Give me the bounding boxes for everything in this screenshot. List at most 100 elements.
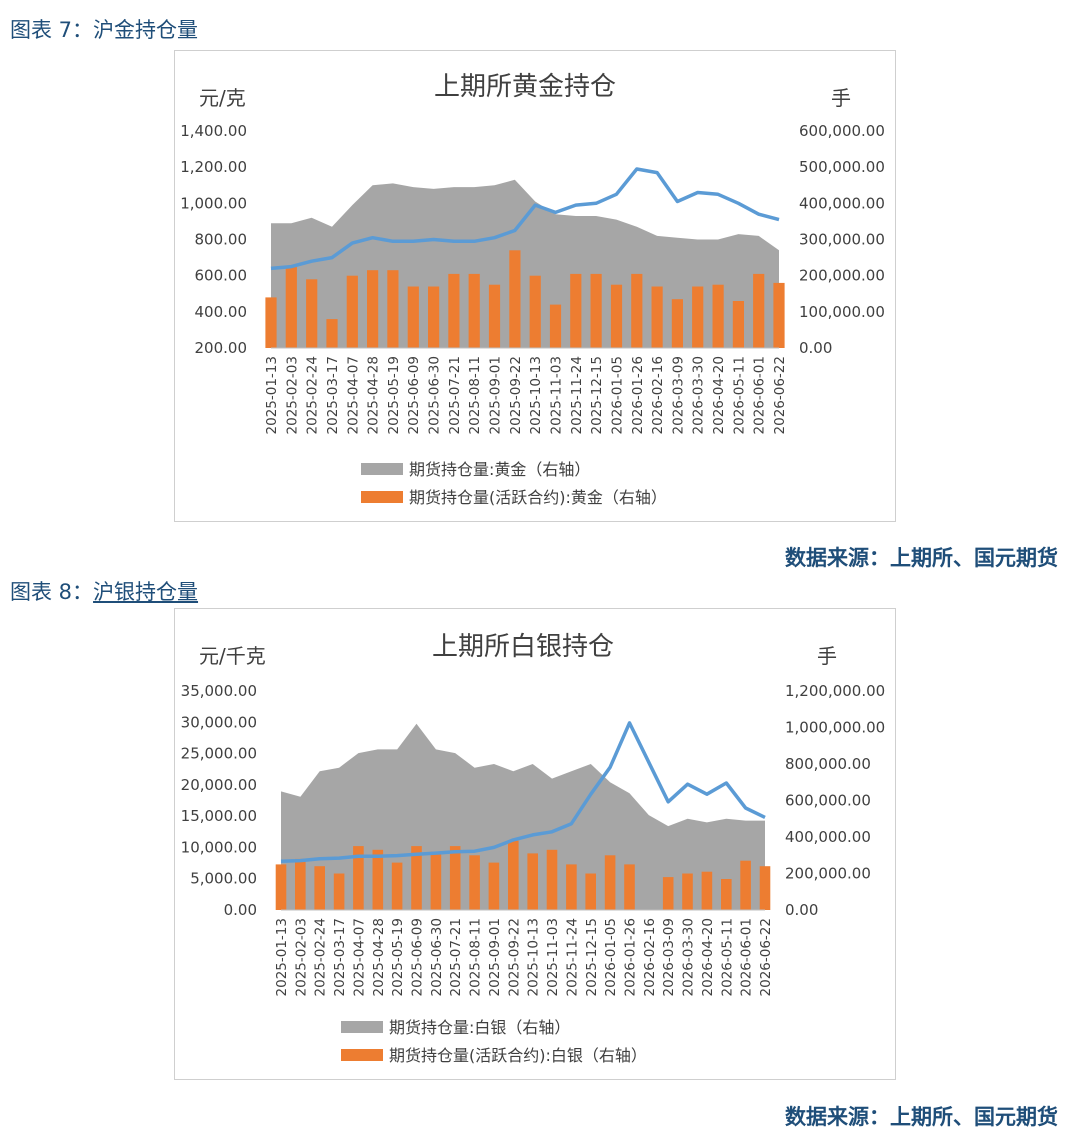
active-contract-bar	[333, 873, 345, 910]
active-contract-bar	[488, 284, 501, 348]
x-tick-label: 2025-09-01	[488, 356, 504, 434]
x-tick-label: 2025-05-19	[390, 918, 406, 996]
left-tick-label: 30,000.00	[181, 713, 257, 731]
legend-label-bars: 期货持仓量(活跃合约):白银（右轴）	[389, 1046, 647, 1065]
right-tick-label: 0.00	[799, 339, 832, 357]
active-contract-bar	[631, 273, 643, 348]
right-tick-label: 200,000.00	[785, 865, 871, 883]
active-contract-bar	[468, 273, 480, 348]
x-tick-label: 2025-09-01	[487, 918, 503, 996]
active-contract-bar	[353, 846, 364, 910]
active-contract-bar	[773, 282, 785, 348]
x-tick-label: 2026-05-11	[719, 918, 735, 996]
x-tick-label: 2025-02-24	[305, 356, 321, 434]
active-contract-bar	[509, 250, 521, 348]
figure-8-title-text: 沪银持仓量	[93, 580, 199, 604]
x-tick-label: 2025-06-30	[427, 356, 443, 434]
active-contract-bar	[546, 849, 558, 910]
x-tick-label: 2025-11-24	[564, 918, 580, 996]
active-contract-bar	[306, 279, 318, 348]
legend-label-area: 期货持仓量:白银（右轴）	[389, 1018, 570, 1037]
silver-open-interest-chart: 上期所白银持仓 元/千克 手 35,000.00 30,000.00 25,000.00 2…	[181, 632, 886, 1065]
right-tick-label: 1,200,000.00	[785, 682, 885, 700]
x-tick-label: 2025-06-09	[406, 356, 422, 434]
x-tick-label: 2025-02-03	[293, 918, 309, 996]
x-tick-label: 2026-06-01	[739, 918, 755, 996]
right-tick-label: 100,000.00	[799, 303, 885, 321]
left-tick-label: 1,200.00	[180, 158, 247, 176]
active-contract-bar	[508, 840, 519, 910]
x-tick-label: 2026-03-30	[691, 356, 707, 434]
gold-chart-panel: 上期所黄金持仓 元/克 手 1,400.00 1,200.00 1,000.00 800.0…	[174, 50, 896, 522]
x-tick-label: 2025-11-03	[545, 918, 561, 996]
figure-8-source: 数据来源：上期所、国元期货	[785, 1105, 1058, 1129]
left-tick-label: 35,000.00	[181, 682, 257, 700]
active-contract-bar	[759, 866, 771, 910]
x-tick-label: 2025-03-17	[325, 356, 341, 434]
x-tick-label: 2025-03-17	[332, 918, 348, 996]
x-tick-label: 2025-11-24	[569, 356, 585, 434]
active-contract-bar	[585, 873, 596, 910]
left-tick-label: 1,400.00	[180, 122, 247, 140]
x-tick-label: 2025-12-15	[589, 356, 605, 434]
right-tick-label: 800,000.00	[785, 755, 871, 773]
right-tick-label: 400,000.00	[785, 828, 871, 846]
legend-label-bars: 期货持仓量(活跃合约):黄金（右轴）	[409, 488, 667, 507]
right-tick-label: 500,000.00	[799, 158, 885, 176]
active-contract-bar	[411, 846, 422, 910]
active-contract-bar	[549, 304, 562, 348]
active-contract-bar	[275, 864, 287, 910]
active-contract-bar	[529, 275, 541, 348]
left-axis-unit: 元/千克	[199, 644, 266, 668]
active-contract-bar	[701, 871, 713, 910]
left-tick-label: 5,000.00	[190, 870, 257, 888]
right-tick-label: 200,000.00	[799, 267, 885, 285]
left-tick-label: 400.00	[195, 303, 248, 321]
active-contract-bar	[570, 273, 582, 348]
right-tick-label: 600,000.00	[785, 792, 871, 810]
active-contract-bar	[610, 284, 623, 348]
left-tick-label: 1,000.00	[180, 194, 247, 212]
x-tick-label: 2025-06-30	[429, 918, 445, 996]
x-tick-label: 2026-03-09	[661, 918, 677, 996]
x-tick-label: 2025-08-11	[468, 918, 484, 996]
active-contract-bar	[265, 297, 277, 348]
active-contract-bar	[314, 866, 325, 910]
active-contract-bar	[732, 301, 744, 348]
left-tick-label: 200.00	[195, 339, 248, 357]
right-axis-unit: 手	[831, 86, 851, 110]
figure-7-source: 数据来源：上期所、国元期货	[785, 546, 1058, 570]
x-tick-label: 2026-01-05	[603, 918, 619, 996]
legend-label-area: 期货持仓量:黄金（右轴）	[409, 460, 590, 479]
right-tick-label: 1,000,000.00	[785, 719, 885, 737]
legend-swatch-area	[341, 1021, 383, 1033]
active-contract-bar	[753, 273, 765, 348]
active-contract-bar	[407, 286, 419, 348]
active-contract-bar	[590, 273, 602, 348]
active-contract-bar	[671, 299, 683, 348]
figure-8-title: 图表 8：沪银持仓量	[10, 576, 198, 606]
left-tick-label: 25,000.00	[181, 745, 257, 763]
active-contract-bar	[326, 319, 338, 348]
active-contract-bar	[430, 851, 442, 910]
x-tick-label: 2026-01-26	[630, 356, 646, 434]
figure-7-title-prefix: 图表 7：	[10, 18, 94, 42]
active-contract-bar	[448, 273, 460, 348]
active-contract-bar	[566, 864, 577, 910]
right-axis-unit: 手	[817, 644, 837, 668]
x-tick-label: 2026-01-05	[609, 356, 625, 434]
active-contract-bar	[372, 849, 384, 910]
x-tick-label: 2025-10-13	[528, 356, 544, 434]
x-tick-label: 2026-02-16	[650, 356, 666, 434]
x-tick-label: 2025-07-21	[448, 918, 464, 996]
x-tick-label: 2026-03-09	[670, 356, 686, 434]
x-tick-label: 2025-09-22	[506, 918, 522, 996]
x-tick-label: 2025-09-22	[508, 356, 524, 434]
x-tick-label: 2025-04-07	[345, 356, 361, 434]
price-line	[280, 721, 766, 863]
x-tick-label: 2025-08-11	[467, 356, 483, 434]
active-contract-bar	[682, 873, 693, 910]
active-contract-bar	[488, 862, 500, 910]
left-tick-label: 600.00	[195, 267, 248, 285]
x-tick-label: 2025-11-03	[548, 356, 564, 434]
